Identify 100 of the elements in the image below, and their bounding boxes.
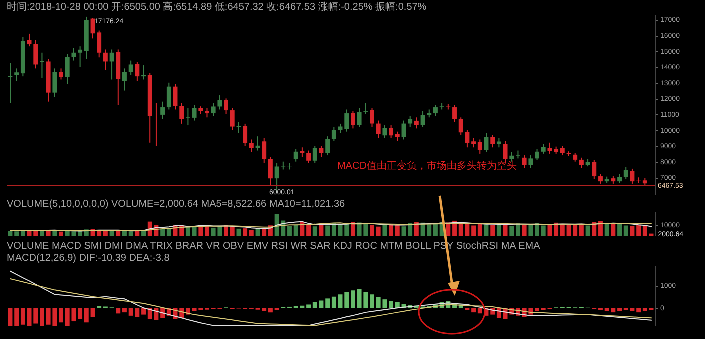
bar — [541, 226, 546, 236]
bar — [586, 226, 590, 236]
bar — [579, 226, 584, 236]
bar — [350, 290, 356, 308]
bar — [528, 224, 534, 236]
bar — [434, 224, 438, 236]
bar — [288, 226, 292, 236]
bar — [142, 308, 146, 315]
bar — [636, 308, 642, 313]
bar — [78, 231, 83, 236]
bar — [78, 308, 83, 320]
bar — [624, 226, 628, 236]
bar — [604, 224, 610, 236]
candlestick — [541, 144, 546, 154]
candlestick — [128, 60, 134, 76]
candlestick — [103, 49, 108, 71]
bar — [395, 302, 400, 308]
candlestick — [160, 101, 166, 120]
candlestick — [579, 157, 584, 169]
candlestick — [598, 174, 603, 184]
candlestick — [262, 138, 267, 164]
bar — [560, 224, 565, 236]
candlestick — [230, 108, 235, 131]
candlestick — [249, 139, 254, 153]
candlestick — [528, 155, 534, 169]
candlestick — [472, 138, 476, 148]
candlestick — [548, 142, 552, 154]
bar — [116, 308, 121, 314]
candlestick — [78, 46, 83, 68]
bar — [496, 224, 502, 236]
bar — [642, 308, 648, 312]
candlestick — [211, 102, 216, 117]
candlestick — [319, 146, 324, 158]
bar — [306, 224, 312, 236]
bar — [8, 308, 13, 326]
candlestick — [110, 49, 114, 80]
candlestick — [122, 68, 127, 92]
bar — [300, 222, 305, 236]
candlestick — [332, 126, 336, 142]
bar — [268, 308, 273, 313]
bar — [522, 224, 527, 236]
bar — [414, 222, 419, 236]
bar — [472, 308, 476, 313]
candlestick — [484, 132, 489, 153]
bar — [294, 225, 298, 236]
bar — [402, 226, 406, 236]
bar — [573, 224, 578, 236]
bar — [59, 308, 64, 323]
candlestick — [389, 125, 394, 139]
bar — [122, 231, 127, 236]
bar — [344, 292, 350, 308]
bar — [186, 226, 190, 236]
candlestick — [560, 146, 565, 156]
candlestick — [510, 152, 514, 162]
candlestick — [624, 166, 628, 180]
bar — [40, 231, 44, 236]
candlestick — [452, 104, 457, 123]
bar — [230, 226, 235, 236]
bar — [636, 226, 642, 236]
bar — [262, 308, 267, 312]
candlestick — [97, 30, 102, 58]
candlestick — [522, 155, 527, 169]
candlestick — [192, 104, 197, 122]
candlestick — [370, 108, 374, 128]
bar — [535, 308, 540, 312]
bar — [103, 230, 108, 236]
candlestick — [496, 138, 502, 148]
candlestick — [326, 136, 330, 156]
bar — [243, 228, 248, 236]
candlestick — [592, 160, 597, 180]
candlestick — [294, 148, 298, 162]
candlestick — [205, 108, 210, 118]
bar — [40, 308, 44, 326]
bar — [548, 224, 552, 236]
bar — [59, 232, 64, 236]
bar — [8, 231, 13, 236]
chart-subtitle: MACD(12,26,9) DIF:-10.39 DEA:-3.8 — [7, 253, 170, 264]
candlestick — [218, 95, 222, 110]
bar — [370, 225, 374, 236]
candlestick — [478, 139, 482, 154]
candlestick — [65, 54, 70, 85]
candlestick — [72, 48, 76, 62]
candlestick — [382, 125, 388, 139]
bar — [510, 226, 514, 236]
candlestick — [166, 82, 172, 110]
bar — [319, 300, 324, 308]
bar — [478, 224, 482, 236]
candlestick — [52, 68, 58, 98]
bar — [382, 224, 388, 236]
candlestick — [40, 52, 44, 79]
candlestick — [243, 123, 248, 147]
bar — [20, 308, 26, 325]
bar — [306, 304, 312, 308]
candlestick — [268, 156, 273, 186]
bar — [312, 302, 318, 308]
bar — [642, 226, 648, 236]
bar — [312, 226, 318, 236]
bar — [490, 225, 496, 236]
bar — [332, 296, 336, 308]
candlestick — [420, 110, 426, 128]
